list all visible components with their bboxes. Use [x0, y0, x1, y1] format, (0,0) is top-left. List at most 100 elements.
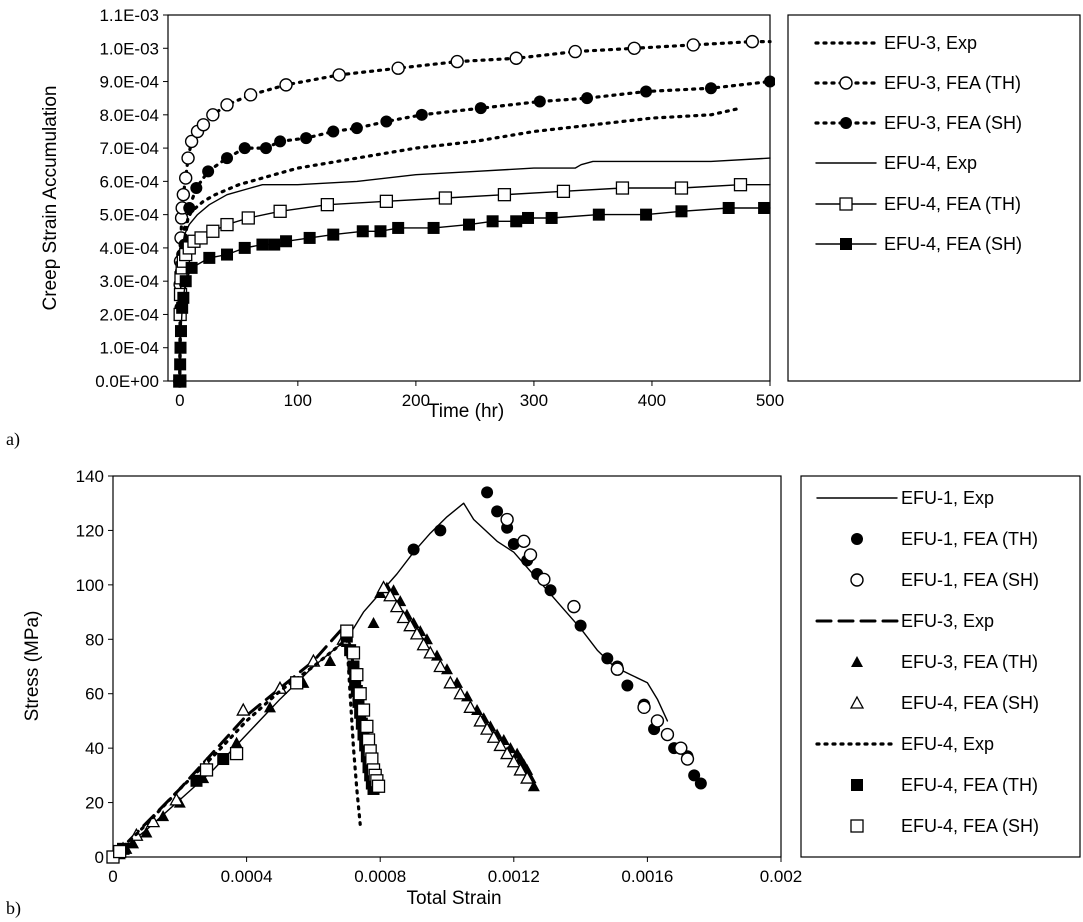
data-point-efu-3-fea-sh: [221, 152, 234, 165]
chart-b-legend-frame: [800, 475, 1081, 858]
data-point-efu-4-fea-sh: [427, 221, 440, 234]
series-line-efu-4-fea-sh: [179, 207, 771, 382]
data-point-efu-3-fea-th: [367, 616, 380, 628]
data-point-efu-1-fea-th: [434, 524, 447, 537]
data-point-efu-4-fea-sh: [371, 779, 386, 793]
a-x-tick-label: 0: [175, 391, 184, 410]
legend-marker-efu-4-fea-sh: [850, 819, 864, 833]
data-point-efu-3-fea-th: [279, 78, 293, 92]
a-y-tick-label: 5.0E-04: [99, 206, 159, 225]
data-point-efu-1-fea-th: [601, 652, 614, 665]
data-point-efu-3-fea-th: [196, 118, 211, 132]
a-y-tick-label: 9.0E-04: [99, 73, 159, 92]
legend-label-efu-3-fea-th: EFU-3, FEA (TH): [901, 652, 1038, 672]
b-y-tick-label: 120: [76, 521, 104, 540]
legend-entry-efu-4-fea-sh: EFU-4, FEA (SH): [850, 693, 1039, 713]
data-point-efu-1-fea-th: [481, 486, 494, 499]
legend-entry-efu-3-fea-th: EFU-3, FEA (TH): [851, 652, 1038, 672]
data-point-efu-4-fea-sh: [392, 221, 405, 234]
data-point-efu-4-fea-sh: [356, 703, 371, 717]
chart-a-y-axis-label: Creep Strain Accumulation: [40, 86, 61, 311]
data-point-efu-3-fea-sh: [415, 108, 428, 121]
data-point-efu-1-fea-sh: [610, 662, 625, 676]
data-point-efu-4-fea-sh: [374, 225, 387, 238]
legend-marker-efu-1-fea-sh: [850, 573, 864, 587]
data-point-efu-4-fea-sh: [280, 235, 293, 248]
b-x-tick-label: 0.0004: [221, 867, 273, 886]
data-point-efu-1-fea-sh: [660, 727, 675, 742]
b-y-tick-label: 140: [76, 467, 104, 486]
data-point-efu-4-fea-sh: [758, 201, 771, 214]
data-point-efu-4-fea-th: [206, 224, 220, 238]
data-point-efu-4-fea-sh: [113, 844, 127, 859]
b-y-tick-label: 0: [95, 848, 104, 867]
data-point-efu-4-fea-sh: [360, 719, 374, 734]
data-point-efu-4-fea-sh: [303, 231, 316, 244]
creep-strain-chart: 0.0E+00 1.0E-04 2.0E-04 3.0E-04 4.0E-04 5.0E-…: [6, 6, 1081, 450]
legend-label-efu-3-fea-sh: EFU-3, FEA (SH): [884, 113, 1022, 133]
b-x-tick-label: 0.0012: [488, 867, 540, 886]
chart-a-x-axis-label: Time (hr): [428, 401, 504, 422]
data-point-efu-4-fea-sh: [353, 687, 367, 701]
legend-marker-efu-4-fea-th: [839, 197, 853, 211]
data-point-efu-3-fea-th: [568, 44, 582, 59]
chart-b-x-axis-label: Total Strain: [406, 888, 501, 909]
a-x-tick-label: 200: [402, 391, 430, 410]
data-point-efu-3-fea-sh: [533, 95, 546, 108]
data-point-efu-3-fea-th: [686, 38, 700, 52]
legend-entry-efu-4-fea-th: EFU-4, FEA (TH): [815, 194, 1021, 214]
data-point-efu-4-fea-sh: [356, 225, 369, 238]
b-y-tick-label: 60: [85, 685, 104, 704]
data-point-efu-3-fea-th: [450, 54, 464, 69]
b-y-tick-label: 100: [76, 576, 104, 595]
legend-label-efu-4-fea-th: EFU-4, FEA (TH): [884, 194, 1021, 214]
series-line-efu-4-exp: [179, 157, 771, 382]
data-point-efu-4-fea-sh: [722, 201, 735, 214]
data-point-efu-4-fea-th: [273, 204, 287, 218]
data-point-efu-4-fea-sh: [268, 238, 281, 251]
b-x-tick-label: 0: [108, 867, 117, 886]
data-point-efu-4-fea-sh: [179, 275, 192, 288]
data-point-efu-1-fea-th: [621, 679, 634, 692]
data-point-efu-3-fea-sh: [259, 142, 272, 155]
data-point-efu-4-fea-sh: [327, 228, 340, 241]
series-line-efu-1-exp: [112, 502, 669, 858]
legend-entry-efu-1-exp: EFU-1, Exp: [816, 488, 994, 508]
b-y-tick-label: 80: [85, 630, 104, 649]
data-point-efu-4-fea-sh: [221, 248, 234, 261]
data-point-efu-4-fea-sh: [177, 291, 190, 304]
legend-label-efu-1-fea-th: EFU-1, FEA (TH): [901, 529, 1038, 549]
data-point-efu-4-fea-sh: [361, 733, 376, 747]
legend-marker-efu-4-fea-sh: [840, 238, 852, 250]
panel-b-label: b): [6, 898, 21, 919]
data-point-efu-3-fea-th: [230, 736, 243, 748]
data-point-efu-1-fea-th: [694, 777, 707, 790]
data-point-efu-3-fea-th: [745, 34, 759, 49]
legend-marker-efu-3-fea-th: [851, 656, 863, 667]
legend-label-efu-4-exp: EFU-4, Exp: [884, 153, 977, 173]
legend-marker-efu-3-fea-th: [839, 76, 853, 90]
data-point-efu-4-fea-sh: [340, 624, 354, 638]
legend-label-efu-4-fea-sh: EFU-4, FEA (SH): [884, 234, 1022, 254]
data-point-efu-4-fea-th: [733, 178, 748, 192]
legend-entry-efu-3-fea-th: EFU-3, FEA (TH): [814, 73, 1021, 93]
data-point-efu-1-fea-sh: [500, 512, 514, 527]
a-x-tick-label: 400: [638, 391, 666, 410]
data-point-efu-1-fea-sh: [680, 752, 695, 766]
a-y-tick-label: 7.0E-04: [99, 139, 159, 158]
legend-entry-efu-3-fea-sh: EFU-3, FEA (SH): [814, 113, 1022, 133]
data-point-efu-3-fea-th: [176, 187, 191, 202]
a-y-tick-label: 1.0E-04: [99, 339, 159, 358]
data-point-efu-1-fea-sh: [674, 741, 688, 755]
data-point-efu-4-fea-th: [241, 211, 255, 225]
data-point-efu-4-fea-sh: [174, 358, 187, 371]
legend-entry-efu-3-exp: EFU-3, Exp: [814, 33, 977, 53]
data-point-efu-1-fea-sh: [523, 548, 538, 562]
data-point-efu-4-fea-sh: [486, 215, 499, 228]
data-point-efu-4-fea-sh: [453, 687, 468, 700]
data-point-efu-4-fea-th: [217, 753, 230, 766]
b-y-tick-label: 40: [85, 739, 104, 758]
chart-b-plot-frame: [112, 475, 782, 858]
data-point-efu-1-fea-th: [574, 619, 587, 632]
